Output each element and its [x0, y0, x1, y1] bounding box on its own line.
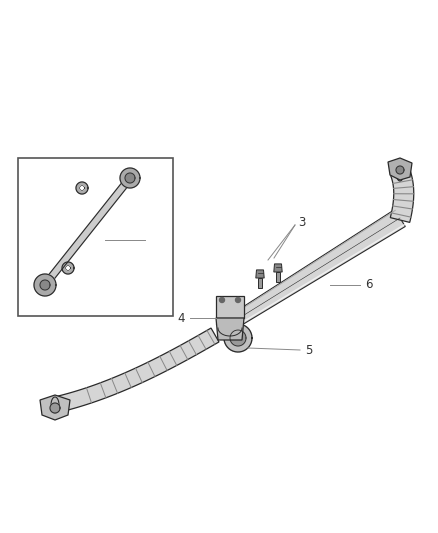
Polygon shape [256, 270, 264, 278]
Polygon shape [34, 274, 56, 296]
Polygon shape [390, 168, 414, 222]
Polygon shape [258, 278, 262, 288]
Text: 6: 6 [365, 279, 372, 292]
Text: 5: 5 [305, 343, 312, 357]
Polygon shape [62, 262, 74, 274]
Polygon shape [396, 166, 404, 174]
Polygon shape [66, 265, 71, 270]
Polygon shape [42, 176, 133, 287]
Text: 2: 2 [78, 165, 86, 178]
Text: 2: 2 [64, 280, 72, 293]
Polygon shape [216, 296, 244, 318]
Polygon shape [50, 403, 60, 413]
Polygon shape [76, 182, 88, 194]
Polygon shape [396, 163, 404, 181]
Polygon shape [230, 330, 246, 346]
Polygon shape [224, 324, 252, 352]
Polygon shape [274, 264, 282, 272]
Polygon shape [51, 397, 59, 413]
Polygon shape [216, 318, 244, 340]
Polygon shape [40, 280, 50, 290]
Polygon shape [388, 158, 412, 180]
Text: 3: 3 [298, 215, 305, 229]
Text: 1: 1 [148, 233, 155, 246]
Polygon shape [236, 297, 240, 303]
Polygon shape [120, 168, 140, 188]
Polygon shape [80, 185, 85, 190]
Bar [18, 158, 173, 316]
Polygon shape [276, 272, 280, 282]
Polygon shape [216, 209, 405, 336]
Polygon shape [219, 297, 225, 303]
Polygon shape [53, 328, 219, 413]
Polygon shape [40, 395, 70, 420]
Polygon shape [125, 173, 135, 183]
Text: 4: 4 [177, 311, 185, 325]
